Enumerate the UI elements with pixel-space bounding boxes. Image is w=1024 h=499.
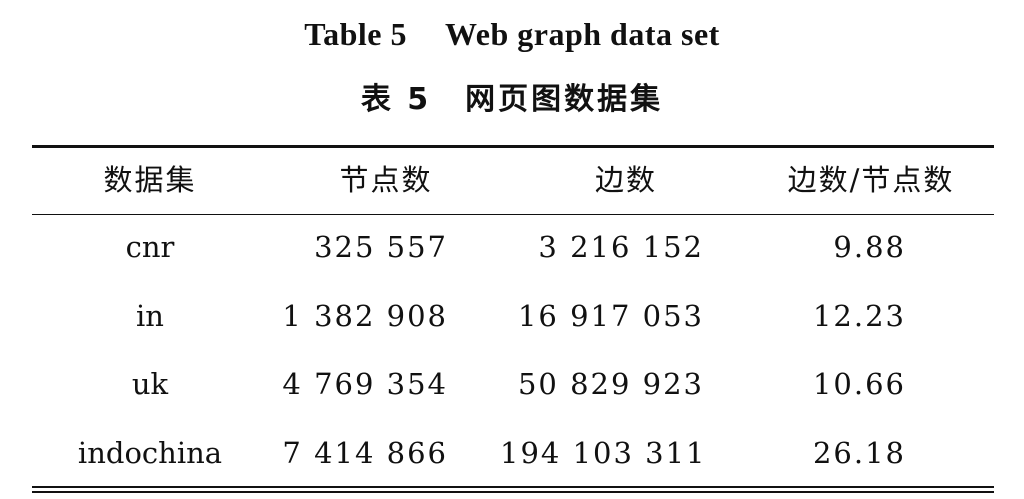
table-label-zh: 表 5 [360, 82, 432, 117]
table-caption-en: Web graph data set [445, 16, 720, 52]
cell-ratio: 26.18 [812, 436, 906, 470]
table-row: uk 4 769 354 50 829 923 10.66 [0, 364, 1024, 404]
cell-nodes: 7 414 866 [282, 436, 448, 470]
header-edge-node-ratio: 边数/节点数 [787, 163, 955, 197]
cell-edges: 16 917 053 [517, 299, 704, 333]
table-label-en: Table 5 [304, 16, 407, 52]
table-row: indochina 7 414 866 194 103 311 26.18 [0, 433, 1024, 473]
table-title-zh: 表 5 网页图数据集 [0, 80, 1024, 120]
bottom-rule [32, 486, 994, 488]
table-row: cnr 325 557 3 216 152 9.88 [0, 227, 1024, 267]
header-rule [32, 214, 994, 215]
cell-edges: 194 103 311 [500, 436, 707, 470]
header-nodes: 节点数 [339, 163, 433, 197]
table-row: in 1 382 908 16 917 053 12.23 [0, 296, 1024, 336]
cell-nodes: 4 769 354 [282, 367, 448, 401]
cell-dataset: indochina [77, 436, 223, 470]
cell-dataset: cnr [125, 230, 175, 264]
cell-ratio: 12.23 [812, 299, 906, 333]
cell-dataset: uk [131, 367, 169, 401]
cell-edges: 50 829 923 [517, 367, 704, 401]
cell-dataset: in [136, 299, 164, 333]
cell-edges: 3 216 152 [538, 230, 704, 264]
table-title-en: Table 5 Web graph data set [0, 14, 1024, 54]
header-dataset: 数据集 [103, 163, 197, 197]
cell-ratio: 9.88 [833, 230, 906, 264]
cell-nodes: 1 382 908 [282, 299, 448, 333]
cell-ratio: 10.66 [812, 367, 906, 401]
bottom-rule-double [32, 491, 994, 493]
header-edges: 边数 [594, 163, 657, 197]
cell-nodes: 325 557 [314, 230, 448, 264]
top-rule [32, 145, 994, 148]
table-caption-zh: 网页图数据集 [465, 82, 664, 117]
